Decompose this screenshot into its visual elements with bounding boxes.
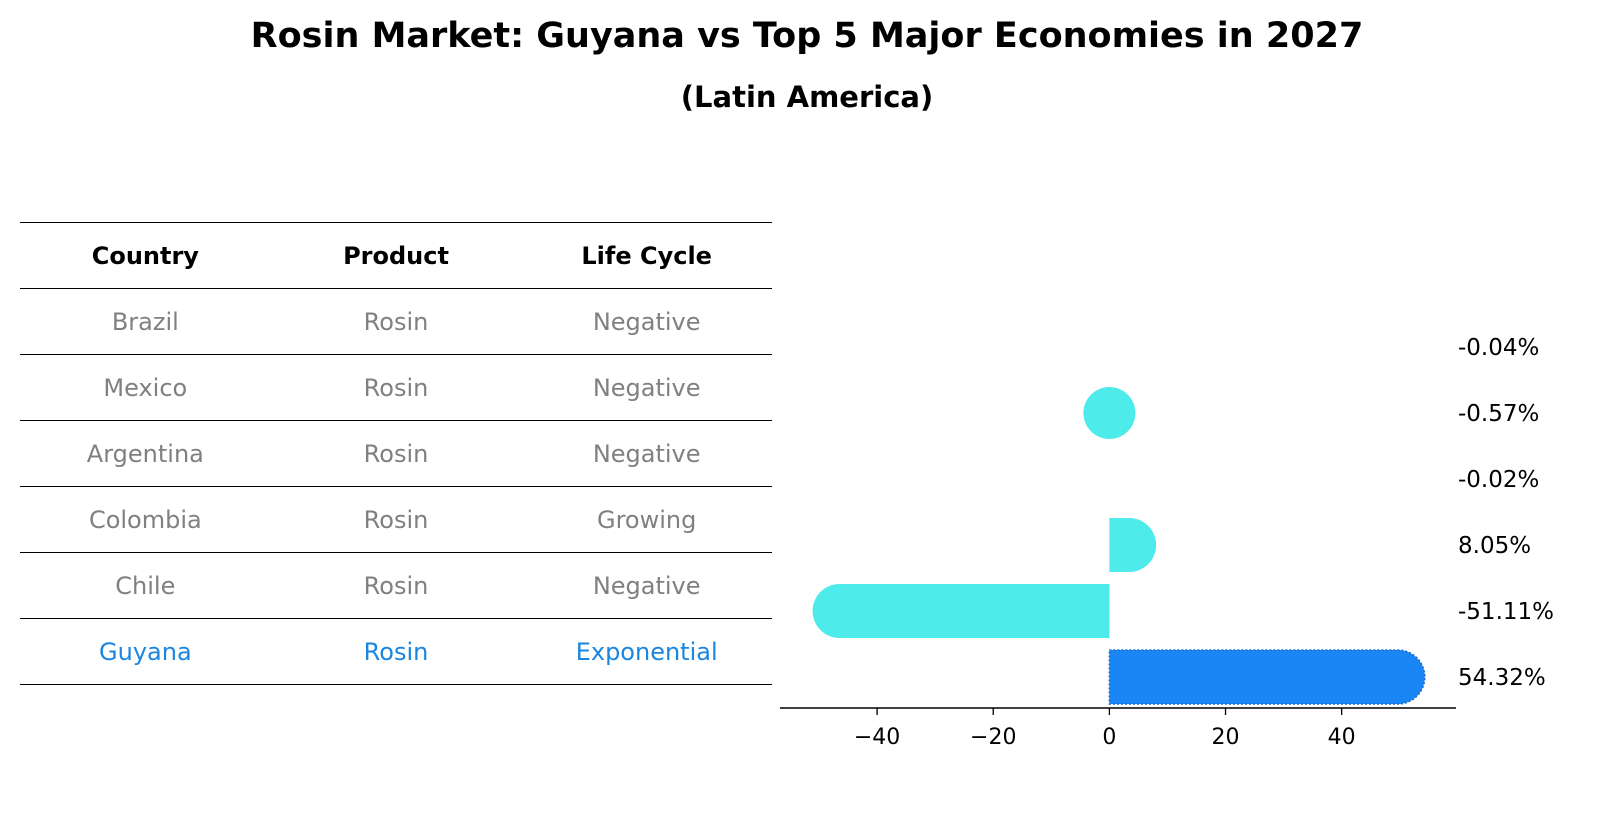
- value-label: -0.02%: [1458, 467, 1539, 493]
- table-row: Mexico Rosin Negative: [20, 355, 772, 421]
- x-tick-label: 20: [1212, 725, 1240, 750]
- country-cell: Guyana: [99, 637, 192, 666]
- table-row: Colombia Rosin Growing: [20, 487, 772, 553]
- table-row: Brazil Rosin Negative: [20, 289, 772, 355]
- product-cell: Rosin: [363, 307, 429, 336]
- x-tick-label: 0: [1102, 725, 1116, 750]
- column-header-product: Product: [343, 241, 449, 270]
- product-cell: Rosin: [363, 637, 429, 666]
- country-cell: Brazil: [111, 307, 179, 336]
- bar-mexico: [1083, 387, 1136, 439]
- column-header-country: Country: [91, 241, 199, 270]
- bar-chart: -0.04% -0.57% -0.02% 8.05% -51.11% 54.32% −40…: [780, 335, 1554, 750]
- product-cell: Rosin: [363, 439, 429, 468]
- market-table: Country Product Life Cycle Brazil Rosin …: [20, 222, 772, 685]
- bars-group: [812, 387, 1426, 705]
- bar-chile: [812, 584, 1110, 638]
- country-cell: Colombia: [88, 505, 202, 534]
- value-label: 54.32%: [1458, 665, 1546, 691]
- life-cycle-cell: Negative: [592, 571, 701, 600]
- product-cell: Rosin: [363, 373, 429, 402]
- column-header-life-cycle: Life Cycle: [581, 241, 712, 270]
- life-cycle-cell: Negative: [592, 439, 701, 468]
- country-cell: Argentina: [86, 439, 204, 468]
- x-tick-label: −20: [970, 725, 1016, 750]
- table-row-highlighted: Guyana Rosin Exponential: [20, 619, 772, 685]
- bar-guyana: [1108, 649, 1426, 705]
- value-labels-group: -0.04% -0.57% -0.02% 8.05% -51.11% 54.32%: [1458, 335, 1554, 691]
- chart-subtitle: (Latin America): [680, 80, 934, 114]
- life-cycle-cell: Exponential: [575, 637, 718, 666]
- life-cycle-cell: Growing: [596, 505, 697, 534]
- x-axis: −40 −20 0 20 40: [780, 707, 1456, 750]
- table-row: Chile Rosin Negative: [20, 553, 772, 619]
- product-cell: Rosin: [363, 571, 429, 600]
- life-cycle-cell: Negative: [592, 307, 701, 336]
- x-tick-label: −40: [854, 725, 900, 750]
- value-label: -0.04%: [1458, 335, 1539, 361]
- x-tick-label: 40: [1328, 725, 1356, 750]
- life-cycle-cell: Negative: [592, 373, 701, 402]
- value-label: -0.57%: [1458, 401, 1539, 427]
- value-label: 8.05%: [1458, 533, 1531, 559]
- product-cell: Rosin: [363, 505, 429, 534]
- country-cell: Chile: [115, 571, 176, 600]
- table-row: Argentina Rosin Negative: [20, 421, 772, 487]
- country-cell: Mexico: [103, 373, 188, 402]
- chart-title: Rosin Market: Guyana vs Top 5 Major Econ…: [250, 16, 1364, 56]
- value-label: -51.11%: [1458, 599, 1554, 625]
- bar-colombia: [1109, 518, 1157, 572]
- table-header-row: Country Product Life Cycle: [20, 223, 772, 289]
